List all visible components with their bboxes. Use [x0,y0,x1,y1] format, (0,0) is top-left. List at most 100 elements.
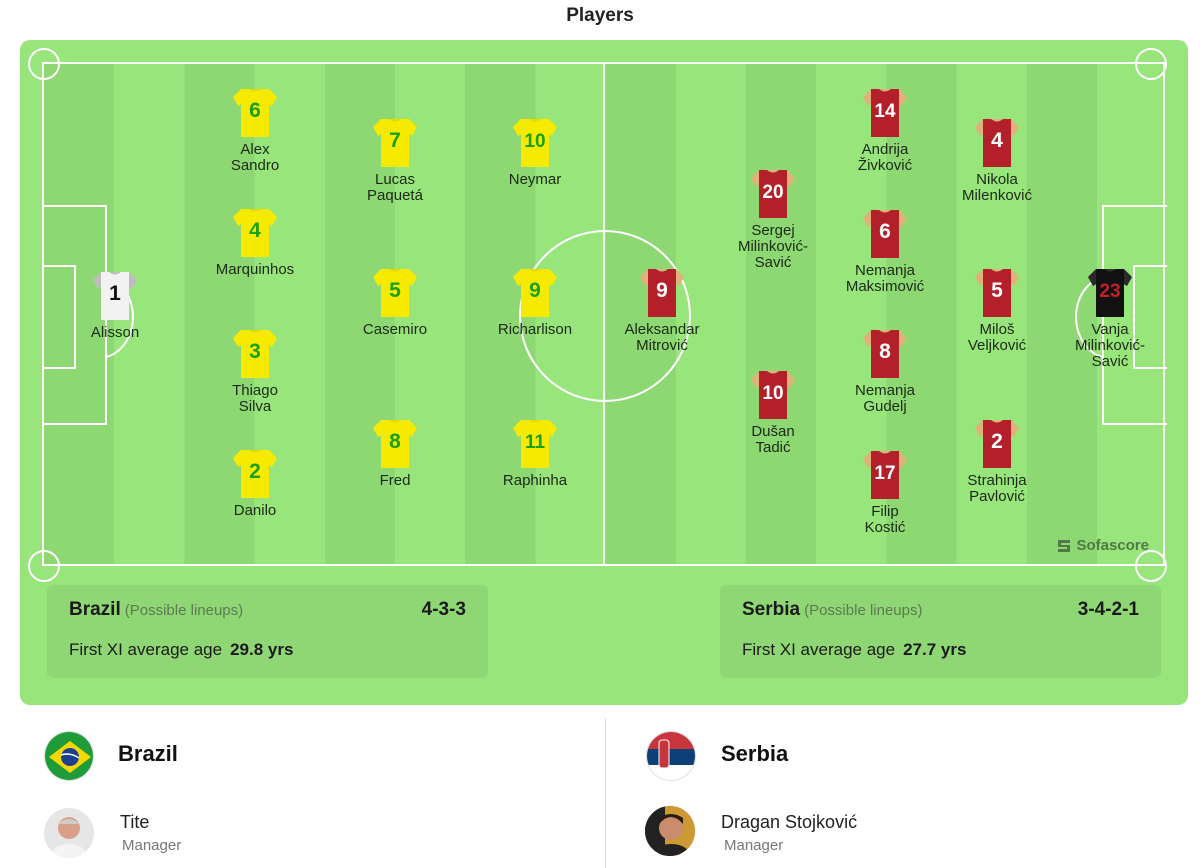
shirt-icon: 20 [751,170,795,218]
svg-text:4: 4 [991,129,1003,152]
player-away[interactable]: 5 Miloš Veljković [937,267,1057,354]
section-title: Players [566,5,634,26]
player-name: Danilo [233,502,277,519]
player-away[interactable]: 9 Aleksandar Mitrović [602,267,722,354]
player-home[interactable]: 8 Fred [335,418,455,489]
age-value: 29.8 yrs [230,640,294,659]
lineup-board: 1 Alisson 6 Alex Sandro 4 Marquinhos 3 Thiag… [20,40,1188,705]
player-away[interactable]: 10 Dušan Tadić [713,369,833,456]
age-label: First XI average age [69,640,223,659]
player-away[interactable]: 23 Vanja Milinković- Savić [1050,267,1170,370]
player-name: Thiago Silva [232,382,278,415]
svg-text:6: 6 [249,99,261,122]
svg-text:6: 6 [879,220,891,243]
svg-text:17: 17 [874,463,895,484]
corner-arc [28,48,60,80]
home-team-stats: Brazil (Possible lineups) 4-3-3 First XI … [47,585,488,678]
player-name: Vanja Milinković- Savić [1074,321,1145,370]
home-team-link[interactable]: Brazil [118,741,178,766]
player-home[interactable]: 10 Neymar [475,117,595,188]
player-away[interactable]: 20 Sergej Milinković- Savić [713,168,833,271]
svg-text:5: 5 [389,279,401,302]
player-name: Miloš Veljković [967,321,1027,354]
shirt-icon: 14 [863,89,907,137]
goal-area-left [42,265,76,369]
player-name: Alisson [90,324,140,341]
svg-text:10: 10 [762,383,783,404]
team-name: Serbia [742,599,801,620]
home-team-label: Brazil (Possible lineups) [69,599,243,621]
home-manager-role: Manager [122,837,182,854]
player-home[interactable]: 5 Casemiro [335,267,455,338]
shirt-icon: 9 [513,269,557,317]
svg-text:2: 2 [249,460,261,483]
player-home[interactable]: 11 Raphinha [475,418,595,489]
player-home[interactable]: 4 Marquinhos [195,207,315,278]
shirt-icon: 3 [233,330,277,378]
player-away[interactable]: 2 Strahinja Pavlović [937,418,1057,505]
player-home[interactable]: 3 Thiago Silva [195,328,315,415]
home-manager-avatar[interactable] [44,808,94,858]
age-value: 27.7 yrs [903,640,967,659]
shirt-icon: 6 [863,210,907,258]
svg-text:1: 1 [109,282,121,305]
away-manager-avatar[interactable] [645,806,695,856]
shirt-icon: 10 [513,119,557,167]
home-average-age: First XI average age 29.8 yrs [69,640,293,660]
player-name: Casemiro [362,321,428,338]
player-away[interactable]: 17 Filip Kostić [825,449,945,536]
away-team-label: Serbia (Possible lineups) [742,599,922,621]
player-home[interactable]: 7 Lucas Paquetá [335,117,455,204]
shirt-icon: 11 [513,420,557,468]
shirt-icon: 4 [975,119,1019,167]
shirt-icon: 5 [373,269,417,317]
svg-text:9: 9 [529,279,541,302]
corner-arc [1135,550,1167,582]
corner-arc [1135,48,1167,80]
player-home[interactable]: 6 Alex Sandro [195,87,315,174]
player-name: Andrija Živković [857,141,913,174]
away-manager-role: Manager [724,837,784,854]
shirt-icon: 9 [640,269,684,317]
svg-text:2: 2 [991,430,1003,453]
player-home[interactable]: 2 Danilo [195,448,315,519]
pitch: 1 Alisson 6 Alex Sandro 4 Marquinhos 3 Thiag… [28,48,1167,582]
serbia-flag-icon[interactable] [646,731,696,781]
svg-text:7: 7 [389,129,401,152]
player-home[interactable]: 1 Alisson [55,270,175,341]
svg-text:8: 8 [389,430,401,453]
home-manager-name[interactable]: Tite [120,812,150,832]
svg-text:20: 20 [762,182,783,203]
age-label: First XI average age [742,640,896,659]
player-name: Filip Kostić [864,503,906,536]
lineup-note: (Possible lineups) [124,602,244,619]
goal-area-right [1133,265,1167,369]
player-home[interactable]: 9 Richarlison [475,267,595,338]
svg-text:23: 23 [1099,281,1120,302]
sofascore-icon [1058,539,1071,552]
shirt-icon: 8 [373,420,417,468]
player-away[interactable]: 8 Nemanja Gudelj [825,328,945,415]
player-away[interactable]: 14 Andrija Živković [825,87,945,174]
svg-text:4: 4 [249,219,261,242]
brazil-flag-icon[interactable] [44,731,94,781]
player-name: Nemanja Gudelj [854,382,916,415]
svg-text:8: 8 [879,340,891,363]
svg-text:11: 11 [525,432,546,453]
player-name: Richarlison [497,321,573,338]
player-name: Alex Sandro [230,141,280,174]
svg-text:3: 3 [249,340,261,363]
shirt-icon: 6 [233,89,277,137]
player-name: Aleksandar Mitrović [624,321,700,354]
home-formation: 4-3-3 [421,599,466,620]
shirt-icon: 1 [93,272,137,320]
svg-text:5: 5 [991,279,1003,302]
player-away[interactable]: 4 Nikola Milenković [937,117,1057,204]
shirt-icon: 2 [975,420,1019,468]
away-team-link[interactable]: Serbia [721,741,789,766]
corner-arc [28,550,60,582]
away-team-stats: Serbia (Possible lineups) 3-4-2-1 First X… [720,585,1161,678]
shirt-icon: 2 [233,450,277,498]
away-manager-name[interactable]: Dragan Stojković [721,812,858,832]
player-away[interactable]: 6 Nemanja Maksimović [825,208,945,295]
